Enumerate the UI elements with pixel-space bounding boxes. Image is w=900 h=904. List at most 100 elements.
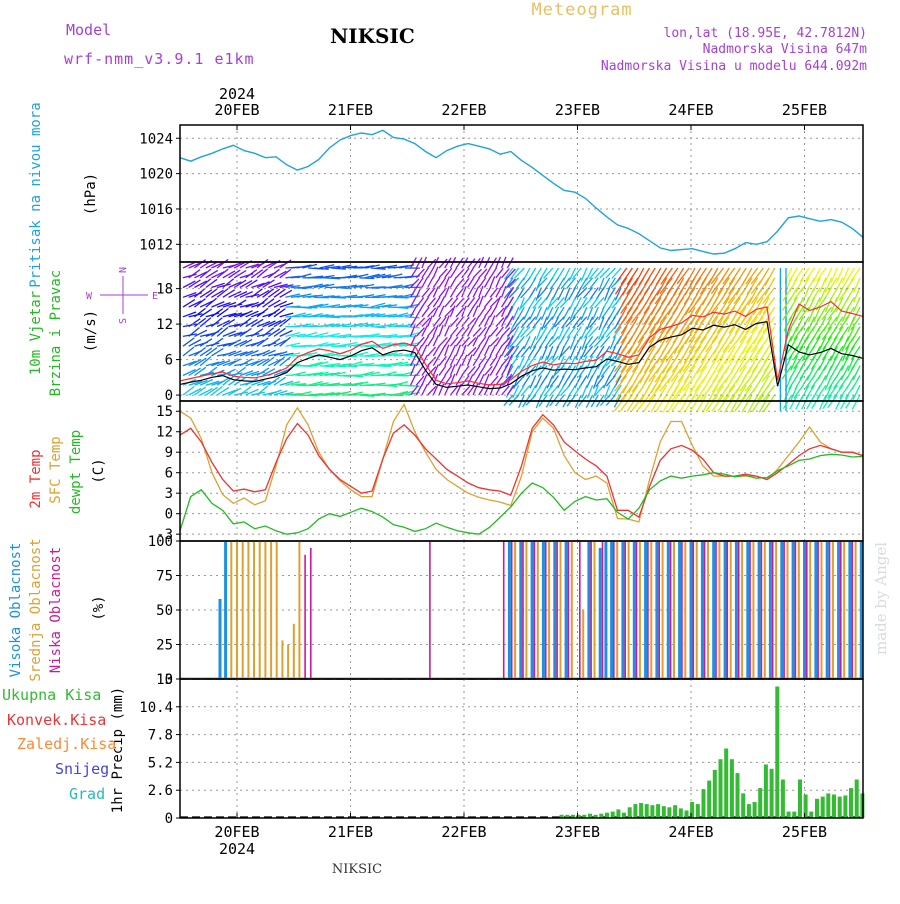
precip-bar (605, 813, 609, 818)
wind-barb (211, 309, 222, 317)
cloud-high-bar (712, 541, 715, 679)
wind-barb (211, 328, 222, 337)
wind-barb (573, 268, 582, 279)
wind-barb (627, 297, 638, 314)
y-tick-label: 6 (165, 466, 173, 482)
precip-bar (787, 812, 791, 818)
precip-bar (736, 773, 740, 818)
pressure-ylabel: Pritisak na nivou mora (28, 102, 44, 287)
wind-barb (783, 395, 791, 409)
cloud-low-bar (613, 541, 615, 679)
wind-barb (595, 268, 604, 279)
model-name: wrf-nmm_v3.9.1 e1km (64, 50, 255, 68)
wind-barb (502, 306, 507, 317)
cloud-mid-bar (594, 541, 596, 679)
cloud-mid-bar (582, 610, 584, 679)
cloud-mid-bar (560, 541, 562, 679)
wind-barb (422, 307, 429, 317)
legend-convective-rain: Konvek.Kisa (7, 711, 106, 729)
y-tick-label: 13 (156, 672, 173, 688)
wind-barb (268, 289, 279, 297)
wind-barb (655, 288, 666, 305)
cloud-low-bar (851, 541, 853, 679)
cloud-low-bar (817, 541, 819, 679)
wind-barb (473, 346, 480, 356)
cloud-low-bar (534, 541, 536, 679)
cloud-ylabel-mid: Srednja Oblacnost (28, 538, 44, 681)
cloud-unit: (%) (91, 595, 107, 620)
cloud-low-bar (840, 541, 842, 679)
wind-barb (496, 384, 502, 395)
precip-bar (770, 769, 774, 818)
wind-barb (685, 395, 695, 412)
station-title: NIKSIC (330, 24, 415, 48)
cloud-mid-bar (298, 541, 300, 679)
cloud-low-bar (511, 541, 513, 679)
cloud-low-bar (761, 541, 763, 679)
wind-barb (189, 319, 201, 327)
wind-barb (439, 346, 445, 356)
wind-barb (445, 258, 451, 268)
precip-bar (645, 804, 649, 818)
wind-barb (263, 328, 274, 337)
wind-barb (416, 307, 422, 317)
cloud-mid-bar (821, 541, 823, 679)
cloud-high-bar (655, 541, 658, 679)
wind-barb (433, 384, 438, 395)
precip-bar (838, 797, 842, 818)
precip-bar (696, 804, 700, 818)
wind-barb (526, 327, 536, 337)
wind-barb (763, 288, 775, 304)
precip-bar (843, 796, 847, 819)
y-tick-label: 10.4 (139, 700, 173, 716)
cloud-high-bar (224, 541, 227, 679)
wind-barb (428, 316, 433, 327)
wind-barb (713, 366, 724, 383)
wind-barb (490, 258, 496, 268)
y-tick-label: 9 (165, 445, 173, 461)
y-tick-label: 2.6 (148, 783, 173, 799)
wind-barb (183, 300, 195, 308)
wind-barb (507, 316, 513, 327)
wind-barb (620, 395, 632, 411)
cloud-high-bar (837, 541, 840, 679)
top-date-label: 22FEB (441, 101, 486, 119)
precip-bar (622, 813, 626, 818)
cloud-low-bar (602, 541, 604, 679)
y-tick-label: 0 (165, 388, 173, 404)
cloud-low-bar (579, 541, 581, 679)
cloud-high-bar (219, 599, 222, 679)
cloud-high-bar (542, 541, 545, 679)
wind-barb (640, 366, 650, 384)
wind-barb (621, 317, 632, 334)
precip-bar (741, 793, 745, 818)
precip-bar (821, 797, 825, 818)
cloud-mid-bar (537, 541, 539, 679)
cloud-low-bar (545, 541, 547, 679)
cloud-mid-bar (809, 541, 811, 679)
wind-barb (422, 374, 427, 385)
wind-barb (445, 384, 450, 395)
wind-barb (422, 336, 429, 346)
wind-barb (765, 278, 775, 296)
cloud-mid-bar (730, 541, 732, 679)
cloud-low-bar (503, 541, 505, 679)
wind-barb (695, 297, 706, 314)
cloud-mid-bar (247, 541, 249, 679)
cloud-low-bar (590, 541, 592, 679)
temp-ylabel-2m: 2m Temp (28, 449, 44, 508)
wind-barb (456, 375, 462, 385)
wind-barb (411, 364, 416, 375)
wind-barb (490, 276, 495, 287)
cloud-high-bar (633, 541, 636, 679)
precip-bar (719, 759, 723, 818)
precip-bar (639, 803, 643, 818)
cloud-mid-bar (270, 541, 272, 679)
cloud-low-bar (429, 541, 431, 679)
temp-ylabel-dewpt: dewpt Temp (68, 430, 84, 514)
cloud-low-bar (658, 541, 660, 679)
cloud-mid-bar (764, 541, 766, 679)
cloud-low-bar (704, 541, 706, 679)
wind-barb (782, 366, 791, 379)
cloud-mid-bar (281, 640, 283, 679)
